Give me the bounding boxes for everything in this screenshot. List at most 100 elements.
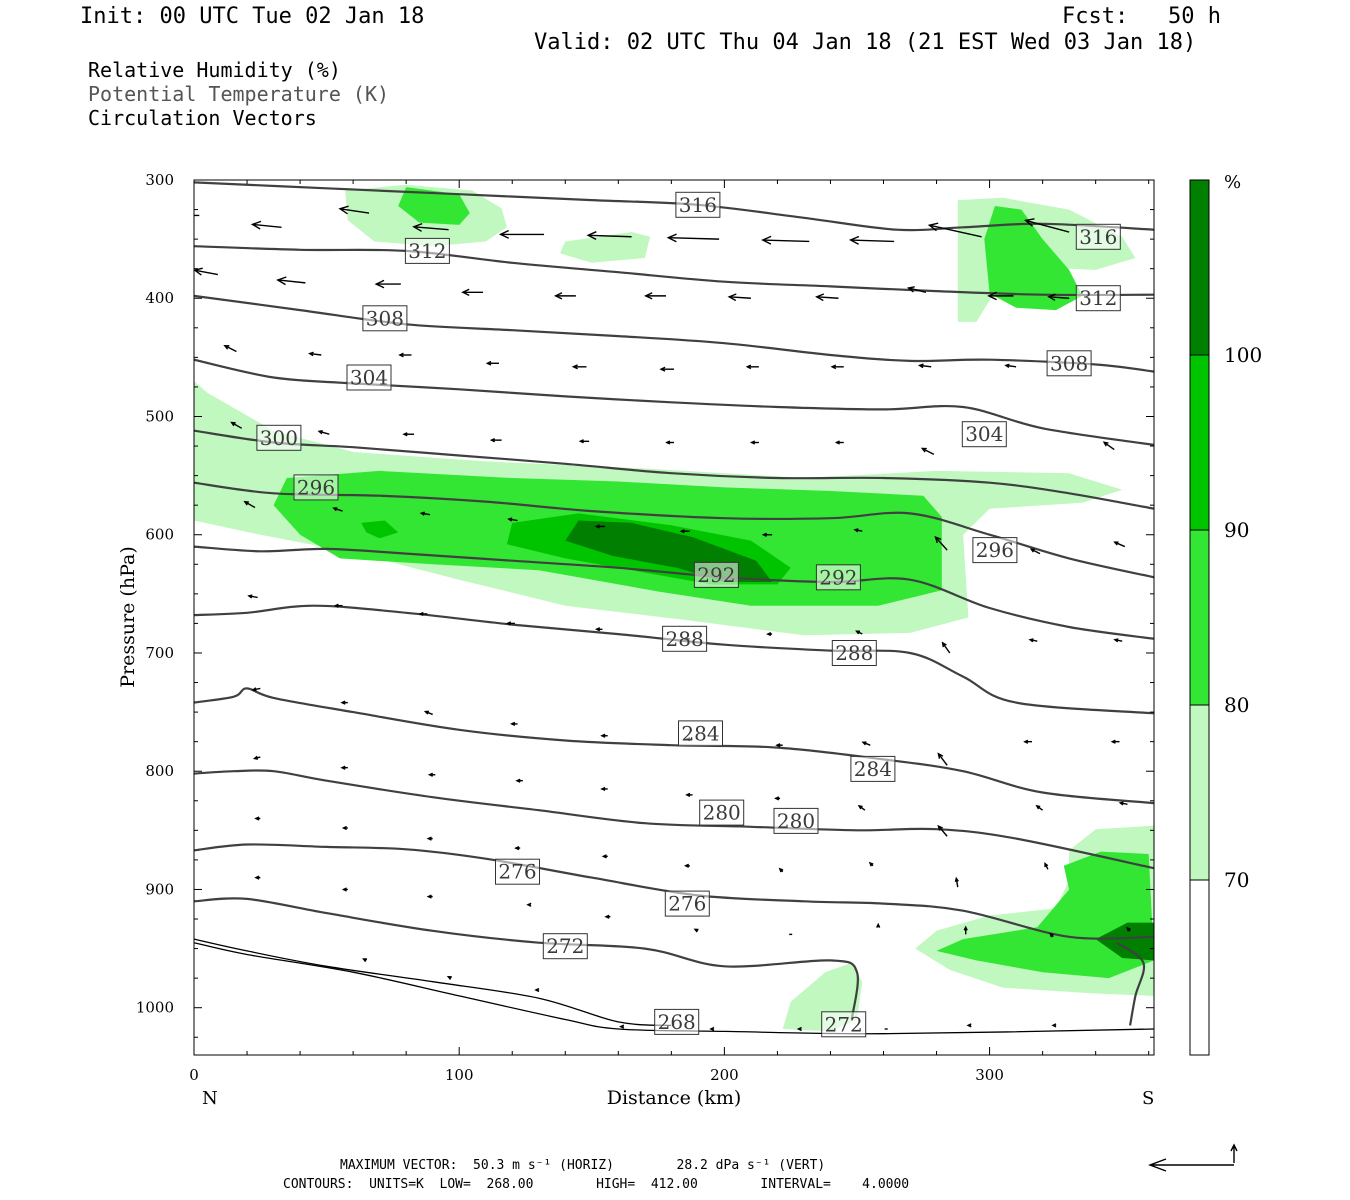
contour-label: 300 (256, 424, 302, 451)
forecast-hour: Fcst: 50 h (1062, 4, 1221, 29)
circulation-vector (937, 752, 948, 766)
circulation-vector (332, 507, 343, 512)
svg-text:276: 276 (498, 860, 536, 884)
circulation-vector (679, 529, 690, 534)
circulation-vector (418, 611, 428, 617)
circulation-vector (1028, 638, 1038, 643)
theta-contour-276 (194, 843, 1154, 940)
circulation-vector (498, 229, 545, 239)
y-tick-label: 400 (145, 289, 174, 307)
contour-label: 308 (362, 305, 408, 332)
circulation-vector (338, 205, 370, 215)
svg-text:316: 316 (679, 193, 717, 217)
y-tick-label: 600 (145, 526, 174, 544)
circulation-vector (963, 925, 968, 935)
contour-label: 280 (773, 807, 819, 834)
circulation-vector (727, 293, 751, 302)
circulation-vector (526, 902, 532, 907)
circulation-vector (194, 214, 200, 217)
svg-text:316: 316 (1079, 225, 1117, 249)
legend-circulation-vectors: Circulation Vectors (88, 106, 317, 130)
svg-text:280: 280 (777, 809, 815, 833)
circulation-vector (775, 743, 783, 748)
circulation-vector (254, 875, 261, 880)
contour-info: CONTOURS: UNITS=K LOW= 268.00 HIGH= 412.… (283, 1177, 910, 1192)
contour-label: 272 (821, 1011, 867, 1038)
rh-region-90 (361, 520, 399, 539)
circulation-vector (966, 1023, 972, 1028)
circulation-vector (604, 914, 611, 919)
svg-text:280: 280 (703, 801, 741, 825)
contour-label: 312 (1075, 285, 1121, 312)
circulation-vector (600, 733, 608, 738)
circulation-vector (534, 987, 540, 993)
circulation-vector (601, 854, 608, 859)
circulation-vector (423, 710, 433, 716)
svg-text:284: 284 (681, 721, 719, 745)
circulation-vector (230, 421, 243, 429)
circulation-vector (340, 700, 348, 705)
circulation-vector (578, 439, 590, 444)
colorbar-level-label: 100 (1224, 343, 1262, 367)
circulation-vector (600, 786, 608, 792)
theta-contour-272 (194, 897, 859, 1020)
svg-text:272: 272 (546, 934, 584, 958)
svg-text:292: 292 (819, 565, 857, 589)
svg-text:272: 272 (825, 1012, 863, 1036)
contour-label: 292 (815, 564, 861, 591)
svg-text:276: 276 (668, 892, 706, 916)
contour-label: 312 (404, 237, 450, 264)
circulation-vector (857, 804, 866, 811)
circulation-vector (830, 364, 844, 370)
contour-label: 272 (542, 933, 588, 960)
y-tick-label: 700 (145, 644, 174, 662)
x-tick-label: 200 (710, 1066, 739, 1084)
rh-fill-layer (194, 184, 1154, 1032)
svg-text:312: 312 (1079, 286, 1117, 310)
circulation-vector (276, 276, 306, 286)
circulation-vector (317, 430, 330, 435)
theta-contour-304 (194, 358, 1154, 446)
legend-potential-temperature: Potential Temperature (K) (88, 82, 390, 106)
circulation-vector (1023, 739, 1033, 744)
contour-label: 292 (693, 561, 739, 588)
circulation-vector (419, 511, 431, 516)
circulation-vector (223, 344, 237, 353)
circulation-vector (693, 928, 699, 933)
y-axis-label: Pressure (hPa) (117, 546, 139, 688)
contour-label-layer: 316 316 312 312 308 308 304 304 300 296 296 292 292 2… (256, 191, 1121, 1038)
circulation-vector (594, 524, 606, 529)
circulation-vector (514, 845, 521, 851)
circulation-vector (427, 772, 436, 777)
circulation-vector (853, 528, 863, 533)
x-axis-label: Distance (km) (607, 1087, 742, 1109)
circulation-vector (510, 721, 518, 727)
circulation-vector (341, 887, 348, 892)
svg-text:308: 308 (1050, 351, 1088, 375)
circulation-vector (446, 975, 452, 980)
svg-text:284: 284 (854, 757, 892, 781)
circulation-vector (954, 876, 959, 888)
x-tick-label: 100 (445, 1066, 474, 1084)
theta-contour-308 (194, 294, 1154, 373)
contour-label: 304 (961, 421, 1007, 448)
circulation-vector (254, 816, 261, 821)
contour-label: 284 (678, 720, 723, 747)
y-tick-label: 300 (145, 171, 174, 189)
circulation-vector (426, 836, 433, 841)
svg-text:292: 292 (697, 563, 735, 587)
circulation-vector (1044, 862, 1049, 870)
theta-contour-284 (194, 687, 1154, 805)
circulation-vector (666, 233, 720, 243)
colorbar-segment (1189, 354, 1210, 531)
circulation-vector (1024, 218, 1070, 233)
circulation-vector (341, 825, 348, 831)
theta-contour-292 (194, 545, 1154, 640)
circulation-vector (1051, 1023, 1057, 1028)
circulation-vector (1102, 441, 1115, 451)
contour-label: 288 (831, 640, 877, 666)
circulation-vector (412, 222, 449, 232)
circulation-vector (594, 627, 603, 632)
svg-text:304: 304 (965, 422, 1003, 446)
circulation-vector (250, 220, 282, 230)
